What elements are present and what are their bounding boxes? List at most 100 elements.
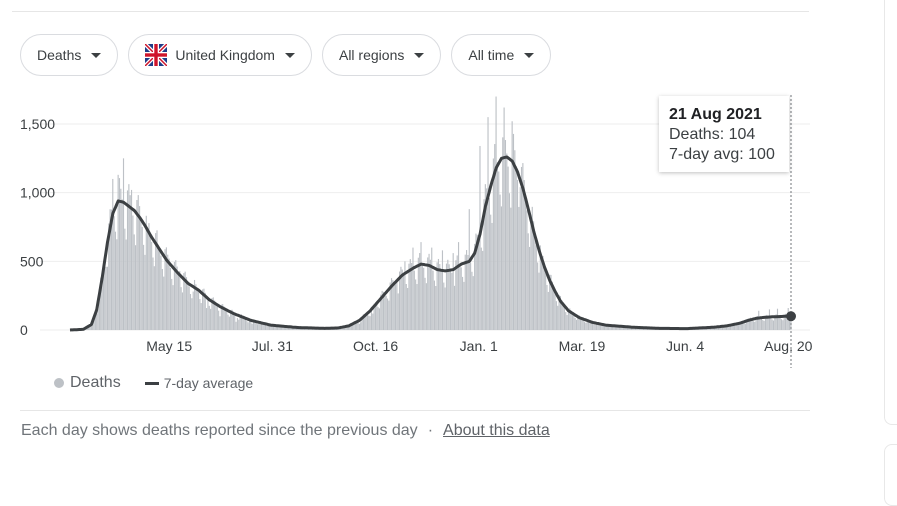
deaths-bar <box>435 286 436 330</box>
deaths-bar <box>160 256 161 330</box>
filter-chips: Deaths United Kingdom All regions All ti… <box>20 34 551 76</box>
deaths-bar <box>198 292 199 330</box>
deaths-bar <box>415 279 416 330</box>
x-tick-label: Jan. 1 <box>460 338 498 354</box>
deaths-bar <box>174 262 175 330</box>
side-panel-edge-lower <box>884 444 897 506</box>
deaths-bar <box>537 262 538 330</box>
deaths-bar <box>603 326 604 330</box>
avg-legend-line-icon <box>145 382 159 385</box>
y-tick-label: 1,000 <box>20 185 55 201</box>
deaths-bar <box>490 215 491 330</box>
deaths-bar <box>127 190 128 330</box>
deaths-bar <box>758 311 759 330</box>
deaths-bar <box>462 277 463 330</box>
country-dropdown[interactable]: United Kingdom <box>128 34 312 76</box>
deaths-bar <box>521 167 522 330</box>
deaths-bar <box>534 234 535 330</box>
deaths-bar <box>234 314 235 330</box>
deaths-bar <box>465 255 466 330</box>
deaths-bar <box>508 167 509 330</box>
deaths-bar <box>504 108 505 330</box>
caret-down-icon <box>91 53 101 58</box>
deaths-bar <box>773 320 774 330</box>
country-dropdown-label: United Kingdom <box>175 47 275 63</box>
deaths-bar <box>245 319 246 330</box>
deaths-bar <box>146 216 147 330</box>
deaths-bar <box>604 326 605 330</box>
deaths-bar <box>368 316 369 330</box>
deaths-bar <box>154 266 155 330</box>
deaths-bar <box>131 190 132 330</box>
deaths-bar <box>469 209 470 330</box>
deaths-bar <box>120 189 121 330</box>
deaths-bar <box>191 298 192 330</box>
region-dropdown[interactable]: All regions <box>322 34 441 76</box>
deaths-bar <box>471 272 472 330</box>
deaths-bar <box>745 324 746 330</box>
deaths-bar <box>246 321 247 330</box>
deaths-bar <box>114 216 115 330</box>
deaths-bar <box>351 326 352 330</box>
deaths-bar <box>743 323 744 330</box>
about-this-data-link[interactable]: About this data <box>443 422 550 440</box>
deaths-bar <box>124 229 125 330</box>
deaths-bar <box>372 314 373 330</box>
deaths-bar <box>573 315 574 330</box>
deaths-bar <box>575 318 576 330</box>
deaths-bar <box>403 273 404 330</box>
deaths-bar <box>595 325 596 330</box>
deaths-bar <box>123 158 124 330</box>
deaths-bar <box>735 326 736 330</box>
deaths-bar <box>210 309 211 330</box>
deaths-bar <box>518 207 519 330</box>
tooltip-avg: 7-day avg: 100 <box>669 145 789 165</box>
deaths-bar <box>459 264 460 330</box>
deaths-bar <box>140 217 141 330</box>
x-tick-label: Aug. 20 <box>764 338 812 354</box>
deaths-bar <box>236 322 237 330</box>
deaths-bar <box>510 208 511 330</box>
deaths-bar <box>568 312 569 330</box>
deaths-bar <box>463 282 464 330</box>
deaths-bar <box>252 324 253 330</box>
deaths-bar <box>530 223 531 330</box>
deaths-bar <box>187 282 188 330</box>
metric-dropdown[interactable]: Deaths <box>20 34 118 76</box>
deaths-bar <box>474 244 475 330</box>
deaths-bar <box>159 248 160 330</box>
deaths-bar <box>442 250 443 330</box>
deaths-bar <box>151 242 152 330</box>
deaths-bar <box>398 293 399 330</box>
deaths-bar <box>406 284 407 330</box>
deaths-bar <box>451 273 452 330</box>
deaths-bar <box>516 166 517 330</box>
time-range-dropdown[interactable]: All time <box>451 34 551 76</box>
deaths-bar <box>491 223 492 330</box>
deaths-bar <box>576 320 577 330</box>
deaths-bar <box>777 309 778 330</box>
deaths-bar <box>514 150 515 330</box>
chart-footer: Each day shows deaths reported since the… <box>21 422 550 440</box>
deaths-bar <box>219 316 220 330</box>
deaths-bar <box>167 255 168 330</box>
deaths-bar <box>171 279 172 330</box>
deaths-bar <box>478 237 479 330</box>
deaths-bar <box>526 210 527 330</box>
deaths-bar <box>564 307 565 330</box>
deaths-bar <box>106 267 107 330</box>
deaths-bar <box>506 153 507 330</box>
deaths-bar <box>418 258 419 330</box>
deaths-bar <box>449 264 450 330</box>
y-tick-label: 0 <box>20 322 28 338</box>
deaths-bar <box>394 282 395 330</box>
deaths-bar <box>434 281 435 330</box>
uk-flag-icon <box>145 44 167 66</box>
deaths-legend-dot-icon <box>54 378 64 388</box>
deaths-bar <box>209 306 210 330</box>
deaths-bar <box>189 286 190 330</box>
tooltip-deaths: Deaths: 104 <box>669 125 789 145</box>
deaths-bar <box>387 299 388 330</box>
caret-down-icon <box>414 53 424 58</box>
deaths-bar <box>538 273 539 330</box>
